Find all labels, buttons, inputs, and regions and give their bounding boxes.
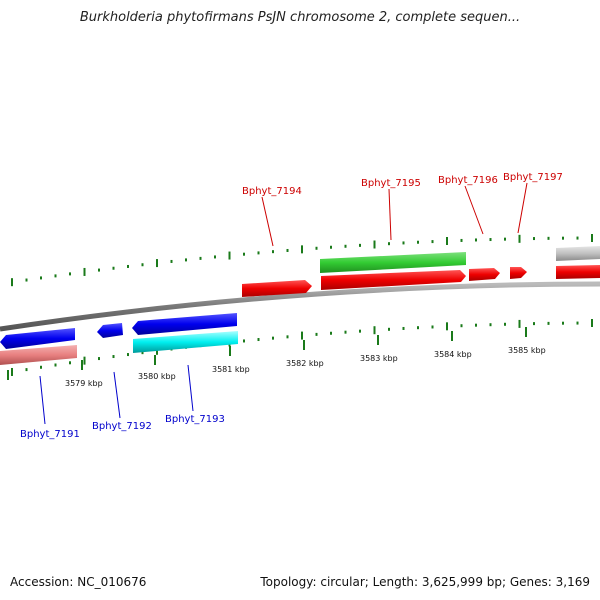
- label-leader-line: [261, 196, 274, 247]
- tick-label: 3581 kbp: [212, 365, 250, 374]
- gene-label-bphyt-7193[interactable]: Bphyt_7193: [165, 414, 225, 425]
- cds-arrow-bphyt-7194[interactable]: [242, 280, 312, 297]
- reverse-gene-labels: Bphyt_7191 Bphyt_7192 Bphyt_7193: [20, 364, 225, 440]
- gene-label-bphyt-7191[interactable]: Bphyt_7191: [20, 429, 80, 440]
- forward-tick-track: [11, 234, 593, 287]
- label-leader-line: [517, 182, 528, 234]
- cds-arrow-bphyt-7191[interactable]: [0, 328, 75, 349]
- label-leader-line: [39, 375, 46, 425]
- accession-text: Accession: NC_010676: [10, 575, 147, 589]
- label-leader-line: [388, 188, 392, 241]
- cds-arrow-bphyt-7192[interactable]: [97, 323, 123, 338]
- cds-arrow-partial[interactable]: [556, 265, 600, 279]
- cds-arrow-bphyt-7197[interactable]: [510, 267, 527, 279]
- cds-arrow-bphyt-7193[interactable]: [132, 313, 237, 335]
- label-leader-line: [113, 371, 121, 419]
- other-feature-bar[interactable]: [556, 246, 600, 261]
- cds-arrow-bphyt-7196[interactable]: [469, 268, 500, 281]
- gene-label-bphyt-7197[interactable]: Bphyt_7197: [503, 172, 563, 183]
- tick-label: 3579 kbp: [65, 379, 103, 388]
- label-leader-line: [464, 185, 484, 235]
- gene-label-bphyt-7192[interactable]: Bphyt_7192: [92, 421, 152, 432]
- gene-bar-bphyt-7195[interactable]: [320, 252, 466, 273]
- label-leader-line: [187, 364, 194, 412]
- tick-label: 3583 kbp: [360, 354, 398, 363]
- forward-gene-labels: Bphyt_7194 Bphyt_7195 Bphyt_7196 Bphyt_7…: [242, 172, 563, 247]
- tick-label: 3582 kbp: [286, 359, 324, 368]
- scale-ticks: 3579 kbp 3580 kbp 3581 kbp 3582 kbp 3583…: [7, 327, 546, 388]
- pseudo-bar-bphyt-7191[interactable]: [0, 345, 77, 365]
- topology-summary: Topology: circular; Length: 3,625,999 bp…: [260, 575, 590, 589]
- cds-arrow-bphyt-7195[interactable]: [321, 270, 466, 290]
- reverse-features: [0, 313, 238, 365]
- gene-label-bphyt-7196[interactable]: Bphyt_7196: [438, 175, 498, 186]
- tick-label: 3580 kbp: [138, 372, 176, 381]
- gene-label-bphyt-7194[interactable]: Bphyt_7194: [242, 186, 302, 197]
- sequence-title: Burkholderia phytofirmans PsJN chromosom…: [79, 10, 521, 25]
- reverse-tick-track: [11, 319, 593, 376]
- tick-label: 3584 kbp: [434, 350, 472, 359]
- gene-bar-bphyt-7193[interactable]: [133, 331, 238, 353]
- genome-backbone: [0, 281, 600, 332]
- tick-label: 3585 kbp: [508, 346, 546, 355]
- gene-label-bphyt-7195[interactable]: Bphyt_7195: [361, 178, 421, 189]
- forward-features: [242, 246, 600, 297]
